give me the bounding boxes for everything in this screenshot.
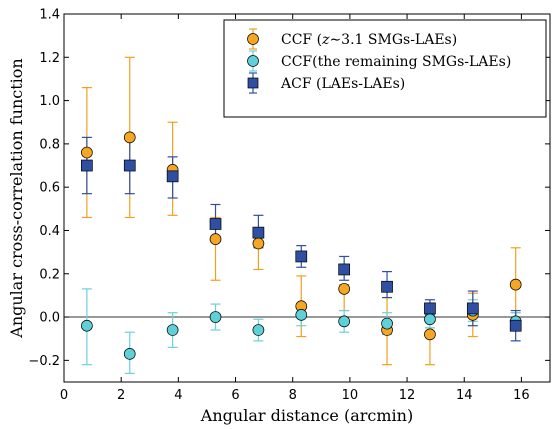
- x-axis-title: Angular distance (arcmin): [200, 406, 413, 425]
- x-tick-label: 0: [60, 388, 68, 403]
- data-point-series-1: [509, 278, 522, 291]
- y-tick-label: −0.2: [28, 354, 60, 369]
- x-tick-label: 16: [513, 388, 530, 403]
- data-point-series-2: [166, 324, 179, 336]
- legend-box: [223, 19, 547, 118]
- data-point-series-2: [295, 309, 308, 321]
- data-point-series-2: [338, 315, 351, 328]
- y-tick-label: 0.6: [39, 181, 60, 196]
- data-point-series-3: [166, 170, 179, 183]
- y-tick-label: 0.4: [39, 224, 60, 239]
- data-point-series-1: [424, 328, 436, 341]
- legend-label-1-suffix: ∼3.1 SMGs-LAEs): [329, 32, 457, 48]
- legend-entry-2: CCF(the remaining SMGs-LAEs): [247, 50, 511, 72]
- data-point-series-2: [424, 313, 436, 326]
- legend-label-2: CCF(the remaining SMGs-LAEs): [281, 54, 511, 70]
- y-tick-label: 1.0: [39, 94, 60, 109]
- data-point-series-3: [81, 159, 93, 172]
- x-tick-label: 2: [117, 388, 125, 403]
- legend-marker-3: [247, 77, 259, 89]
- data-point-series-2: [381, 317, 393, 330]
- data-point-series-1: [338, 283, 351, 295]
- y-tick-label: 0.0: [39, 311, 60, 326]
- data-point-series-3: [123, 159, 136, 172]
- legend-entry-1: CCF (z∼3.1 SMGs-LAEs): [247, 28, 457, 50]
- x-tick-label: 12: [399, 388, 416, 403]
- data-point-series-3: [338, 263, 351, 276]
- y-tick-label: 1.4: [39, 8, 60, 23]
- y-tick-label: 0.2: [39, 267, 60, 282]
- data-point-series-3: [424, 302, 436, 315]
- legend-label-3: ACF (LAEs-LAEs): [280, 76, 405, 92]
- data-point-series-3: [295, 250, 308, 263]
- svg-text:CCF (z∼3.1 SMGs-LAEs): CCF (z∼3.1 SMGs-LAEs): [281, 32, 457, 48]
- x-tick-label: 6: [231, 388, 239, 403]
- x-tick-label: 14: [456, 388, 473, 403]
- data-point-series-1: [123, 131, 136, 144]
- data-point-series-2: [252, 324, 265, 336]
- y-axis-title: Angular cross-correlation function: [7, 58, 26, 338]
- data-point-series-2: [209, 311, 222, 323]
- y-tick-label: 1.2: [39, 51, 60, 66]
- data-point-series-2: [81, 319, 93, 332]
- legend: CCF (z∼3.1 SMGs-LAEs) CCF(the remaining …: [223, 19, 547, 118]
- legend-marker-2: [247, 55, 259, 67]
- data-point-series-1: [252, 237, 265, 250]
- legend-marker-1: [247, 33, 259, 45]
- data-point-series-3: [209, 218, 222, 230]
- y-tick-label: 0.8: [39, 137, 60, 152]
- data-point-series-2: [123, 348, 136, 360]
- data-point-series-3: [509, 319, 522, 332]
- data-point-series-1: [209, 233, 222, 245]
- data-point-series-3: [252, 226, 265, 239]
- data-point-series-3: [381, 280, 393, 293]
- legend-entry-3: ACF (LAEs-LAEs): [247, 72, 405, 94]
- legend-label-1-prefix: CCF (: [281, 32, 322, 48]
- x-tick-label: 8: [289, 388, 297, 403]
- x-tick-label: 10: [342, 388, 359, 403]
- x-tick-label: 4: [174, 388, 182, 403]
- data-point-series-1: [81, 146, 93, 159]
- legend-label-1-italic: z: [321, 32, 330, 48]
- data-point-series-3: [466, 302, 479, 315]
